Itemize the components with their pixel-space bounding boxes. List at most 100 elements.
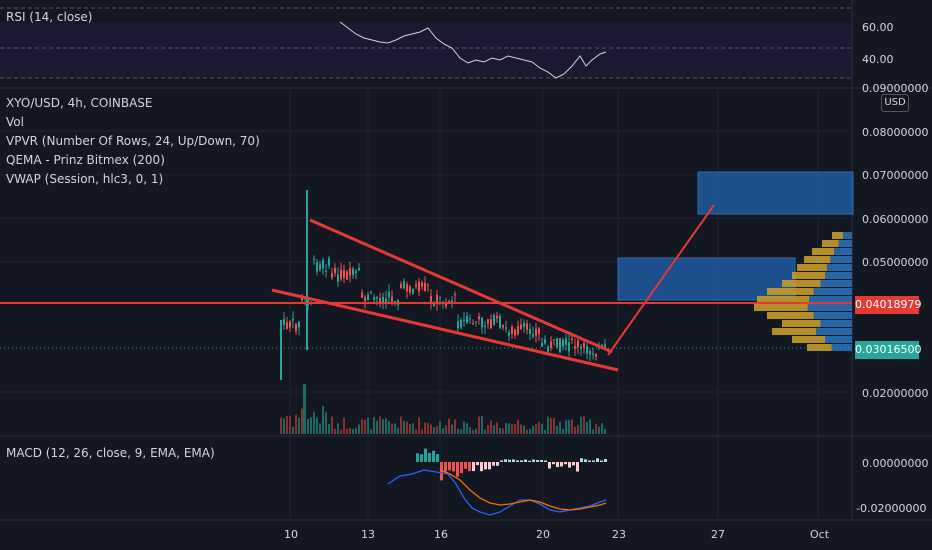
- candle-body: [547, 346, 549, 352]
- macd-histogram-bar: [560, 462, 563, 467]
- candle-body: [400, 283, 402, 289]
- indicator-vpvr[interactable]: VPVR (Number Of Rows, 24, Up/Down, 70): [6, 134, 260, 148]
- candle-body: [412, 288, 414, 294]
- symbol-title[interactable]: XYO/USD, 4h, COINBASE: [6, 96, 153, 110]
- volume-bar: [544, 429, 546, 434]
- volume-bar: [355, 428, 357, 434]
- volume-bar: [436, 426, 438, 434]
- volume-bar: [367, 417, 369, 434]
- macd-histogram-bar: [516, 460, 519, 462]
- volume-bar: [451, 424, 453, 434]
- candle-body: [523, 323, 525, 327]
- candle-body: [559, 338, 561, 352]
- candle-body: [313, 258, 315, 260]
- macd-histogram-bar: [428, 452, 431, 462]
- volume-bar: [427, 423, 429, 434]
- volume-bar: [445, 425, 447, 434]
- macd-histogram-bar: [496, 462, 499, 466]
- macd-histogram-bar: [500, 460, 503, 462]
- target-zone-lower[interactable]: [617, 257, 796, 301]
- volume-bar: [301, 408, 303, 434]
- volume-profile-row: [767, 312, 814, 319]
- macd-histogram-bar: [512, 459, 515, 462]
- candle-body: [568, 342, 570, 352]
- macd-histogram-bar: [472, 462, 475, 472]
- wedge-lower-line[interactable]: [271, 288, 619, 372]
- candle-body: [448, 300, 450, 302]
- macd-histogram-bar: [520, 460, 523, 462]
- volume-bar: [505, 422, 507, 434]
- candle-body: [289, 321, 291, 328]
- candle-body: [439, 297, 441, 299]
- currency-toggle[interactable]: USD: [881, 94, 909, 112]
- indicator-qema[interactable]: QEMA - Prinz Bitmex (200): [6, 153, 165, 167]
- price-tick-009: 0.09000000: [862, 82, 929, 95]
- candle-body: [499, 316, 501, 329]
- wedge-upper-line[interactable]: [309, 218, 613, 354]
- price-tick-002: 0.02000000: [862, 387, 929, 400]
- macd-histogram-bar: [480, 462, 483, 472]
- candle-body: [502, 325, 504, 328]
- indicator-vol[interactable]: Vol: [6, 115, 24, 129]
- projection-line[interactable]: [607, 204, 715, 356]
- indicator-vwap[interactable]: VWAP (Session, hlc3, 0, 1): [6, 172, 164, 186]
- macd-histogram-bar: [588, 460, 591, 462]
- volume-profile-row: [807, 304, 852, 311]
- volume-profile-row: [757, 296, 810, 303]
- macd-histogram-bar: [544, 460, 547, 462]
- candle-body: [526, 323, 528, 330]
- rsi-tick-60: 60.00: [862, 21, 894, 34]
- candle-body: [517, 326, 519, 334]
- macd-histogram-bar: [492, 462, 495, 466]
- volume-bar: [286, 416, 288, 434]
- volume-bar: [598, 426, 600, 434]
- volume-bar: [580, 416, 582, 434]
- candle-body: [340, 269, 342, 280]
- macd-histogram-bar: [424, 448, 427, 462]
- macd-histogram-bar: [432, 450, 435, 462]
- volume-profile-row: [813, 312, 852, 319]
- volume-bar: [325, 412, 327, 434]
- time-label-27: 27: [711, 528, 725, 541]
- volume-bar: [484, 429, 486, 434]
- candle-body: [475, 321, 477, 323]
- candle-body: [361, 292, 363, 298]
- macd-title[interactable]: MACD (12, 26, close, 9, EMA, EMA): [6, 446, 215, 460]
- candle-body: [583, 343, 585, 348]
- current-price-badge: 0.03016500: [855, 341, 921, 359]
- volume-profile: [754, 232, 852, 351]
- candle-body: [325, 270, 327, 272]
- volume-profile-row: [792, 336, 825, 343]
- volume-bar: [403, 420, 405, 434]
- candle-body: [316, 262, 318, 272]
- candle-body: [346, 271, 348, 280]
- volume-bar: [532, 425, 534, 434]
- volume-profile-row: [825, 336, 852, 343]
- rsi-tick-40: 40.00: [862, 53, 894, 66]
- candle-body: [424, 282, 426, 292]
- volume-bar: [307, 418, 309, 434]
- macd-line: [387, 469, 607, 516]
- candle-body: [460, 319, 462, 328]
- volume-bar: [469, 426, 471, 434]
- volume-bar: [487, 424, 489, 434]
- candle-body: [562, 339, 564, 347]
- volume-bar: [391, 423, 393, 434]
- volume-profile-row: [812, 248, 834, 255]
- volume-bar: [303, 384, 306, 434]
- volume-bar: [280, 417, 282, 434]
- target-zone-upper[interactable]: [697, 171, 854, 215]
- candle-body: [379, 297, 381, 304]
- volume-bar: [550, 418, 552, 434]
- candle-body: [337, 274, 339, 282]
- candle-body: [586, 345, 588, 354]
- volume-bar: [289, 416, 291, 434]
- candle-body: [511, 326, 513, 334]
- candle-body: [496, 315, 498, 319]
- time-label-10: 10: [284, 528, 298, 541]
- volume-bar: [385, 418, 387, 434]
- volume-profile-row: [782, 320, 821, 327]
- volume-bar: [430, 424, 432, 434]
- macd-histogram-bar: [460, 462, 463, 474]
